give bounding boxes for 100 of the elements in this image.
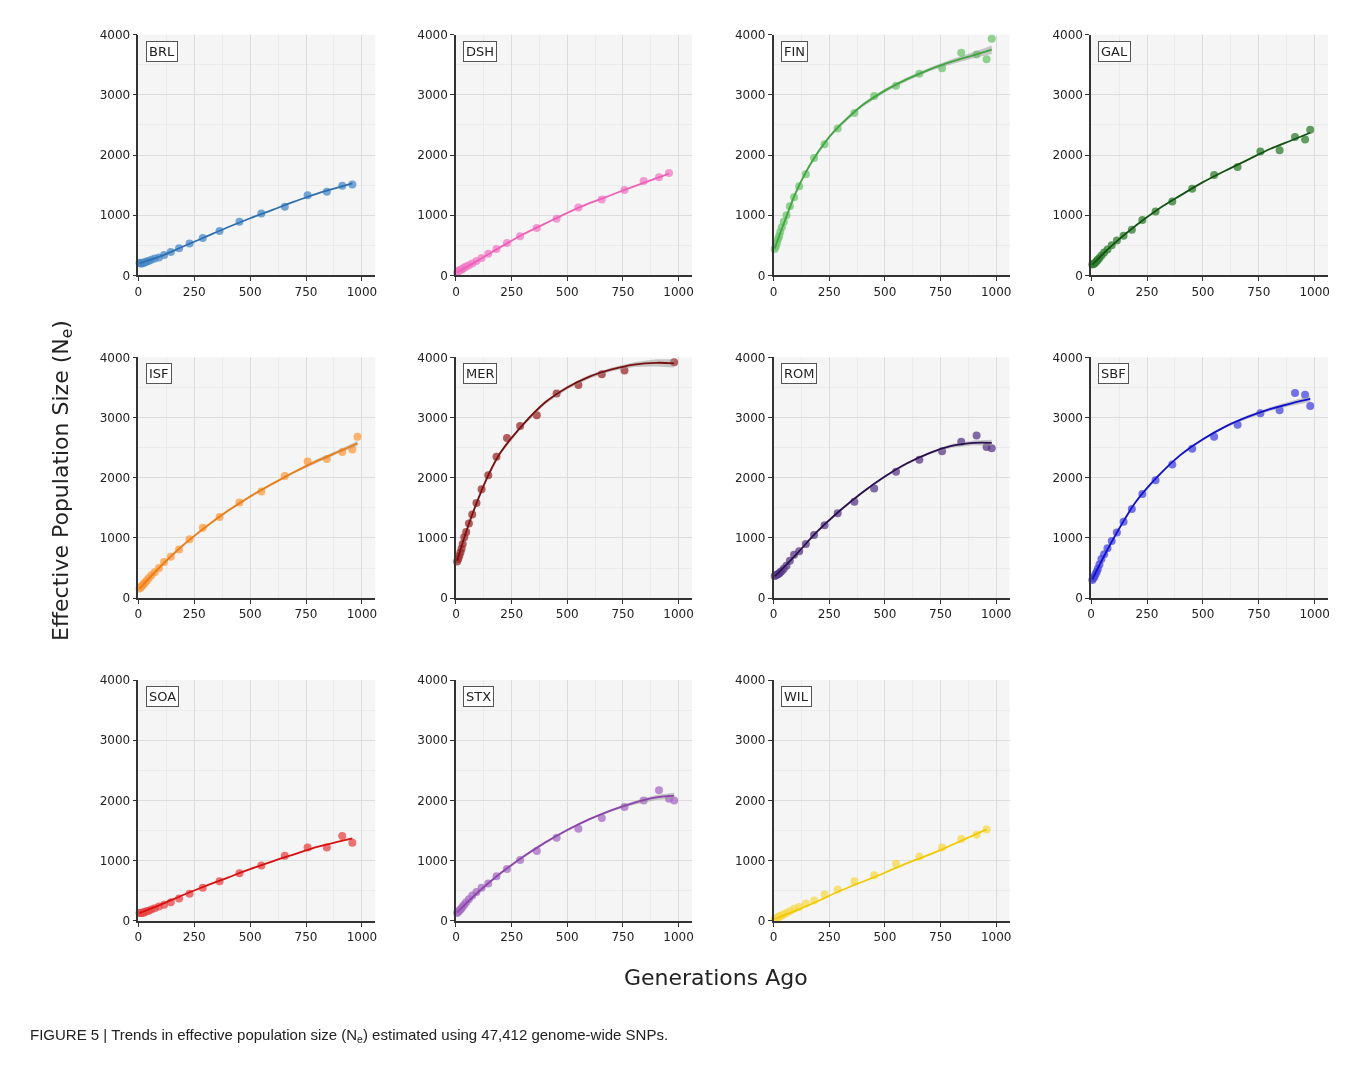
y-tick-label: 4000 <box>734 350 766 365</box>
x-tick-label: 1000 <box>663 284 694 299</box>
x-tick-label: 500 <box>238 930 262 945</box>
x-tick-label: 750 <box>929 930 952 945</box>
y-tick-label: 3000 <box>417 88 448 103</box>
y-tick-label: 4000 <box>417 27 448 42</box>
y-tick-label: 1000 <box>1052 208 1084 223</box>
y-tick-label: 0 <box>757 268 766 283</box>
y-tick-label: 0 <box>1075 591 1084 606</box>
y-tick-label: 0 <box>122 591 131 606</box>
y-tick-label: 1000 <box>1052 531 1084 546</box>
x-tick-label: 250 <box>817 607 841 622</box>
y-tick-label: 2000 <box>1052 470 1084 485</box>
y-tick-label: 1000 <box>99 531 131 546</box>
y-tick-label: 4000 <box>417 673 448 688</box>
x-tick-label: 250 <box>182 607 206 622</box>
y-tick-label: 1000 <box>99 208 131 223</box>
y-tick-label: 4000 <box>1052 350 1084 365</box>
x-axis-title: Generations Ago <box>624 965 808 990</box>
x-tick-label: 250 <box>1135 607 1159 622</box>
y-tick-label: 3000 <box>417 733 448 748</box>
x-tick-label: 1000 <box>980 607 1012 622</box>
x-tick-label: 1000 <box>346 930 378 945</box>
y-tick-label: 0 <box>440 268 448 283</box>
x-tick-label: 500 <box>1191 607 1215 622</box>
x-tick-label: 750 <box>611 284 635 299</box>
x-tick-label: 250 <box>500 930 524 945</box>
x-tick-label: 0 <box>1087 607 1095 622</box>
y-tick-label: 1000 <box>417 853 448 868</box>
y-tick-label: 3000 <box>734 88 766 103</box>
y-tick-label: 1000 <box>734 531 766 546</box>
x-tick-label: 250 <box>500 607 524 622</box>
x-tick-label: 0 <box>452 607 460 622</box>
x-tick-label: 250 <box>182 284 206 299</box>
y-tick-label: 3000 <box>1052 88 1084 103</box>
x-tick-label: 0 <box>452 284 460 299</box>
y-tick-label: 0 <box>757 591 766 606</box>
x-tick-label: 250 <box>817 930 841 945</box>
y-tick-label: 3000 <box>734 410 766 425</box>
y-tick-label: 2000 <box>417 793 448 808</box>
y-tick-label: 2000 <box>99 470 131 485</box>
x-tick-label: 500 <box>873 930 897 945</box>
x-tick-label: 750 <box>1247 607 1271 622</box>
x-tick-label: 1000 <box>663 607 694 622</box>
y-tick-label: 3000 <box>99 88 131 103</box>
y-tick-label: 4000 <box>99 27 131 42</box>
y-tick-label: 2000 <box>417 470 448 485</box>
y-tick-label: 2000 <box>1052 148 1084 163</box>
x-tick-label: 0 <box>769 607 778 622</box>
x-tick-label: 1000 <box>663 930 694 945</box>
text: WIL <box>784 689 809 704</box>
x-tick-label: 0 <box>769 930 778 945</box>
x-tick-label: 500 <box>238 284 262 299</box>
y-tick-label: 3000 <box>417 410 448 425</box>
x-tick-label: 750 <box>1247 284 1271 299</box>
y-tick-label: 2000 <box>734 793 766 808</box>
x-tick-label: 0 <box>1087 284 1095 299</box>
x-tick-label: 750 <box>294 284 318 299</box>
y-tick-label: 2000 <box>417 148 448 163</box>
y-tick-label: 0 <box>757 914 766 929</box>
y-tick-label: 2000 <box>99 793 131 808</box>
x-tick-label: 750 <box>929 607 952 622</box>
x-tick-label: 500 <box>555 284 579 299</box>
x-tick-label: 750 <box>611 607 635 622</box>
y-tick-label: 4000 <box>734 673 766 688</box>
x-tick-label: 1000 <box>1299 284 1330 299</box>
x-tick-label: 0 <box>134 284 143 299</box>
y-tick-label: 3000 <box>734 733 766 748</box>
y-tick-label: 3000 <box>99 410 131 425</box>
x-tick-label: 1000 <box>346 284 378 299</box>
y-tick-label: 3000 <box>99 733 131 748</box>
x-tick-label: 0 <box>134 930 143 945</box>
y-tick-label: 1000 <box>99 853 131 868</box>
text: FIN <box>784 44 806 59</box>
x-tick-label: 500 <box>238 607 262 622</box>
y-tick-label: 1000 <box>734 208 766 223</box>
x-tick-label: 750 <box>611 930 635 945</box>
y-tick-label: 1000 <box>417 531 448 546</box>
x-tick-label: 1000 <box>980 284 1012 299</box>
y-tick-label: 0 <box>440 591 448 606</box>
x-tick-label: 750 <box>294 607 318 622</box>
y-tick-label: 4000 <box>417 350 448 365</box>
x-tick-label: 250 <box>500 284 524 299</box>
y-tick-label: 0 <box>1075 268 1084 283</box>
x-tick-label: 1000 <box>1299 607 1330 622</box>
y-tick-label: 3000 <box>1052 410 1084 425</box>
x-tick-label: 500 <box>555 930 579 945</box>
y-tick-label: 1000 <box>417 208 448 223</box>
y-tick-label: 1000 <box>734 853 766 868</box>
text: BRL <box>149 44 175 59</box>
x-tick-label: 0 <box>452 930 460 945</box>
y-tick-label: 0 <box>440 914 448 929</box>
x-tick-label: 500 <box>873 284 897 299</box>
x-tick-label: 250 <box>817 284 841 299</box>
x-tick-label: 250 <box>1135 284 1159 299</box>
y-tick-label: 2000 <box>734 148 766 163</box>
text: DSH <box>466 44 495 59</box>
text: ROM <box>784 366 815 381</box>
x-tick-label: 0 <box>769 284 778 299</box>
text: GAL <box>1101 44 1128 59</box>
